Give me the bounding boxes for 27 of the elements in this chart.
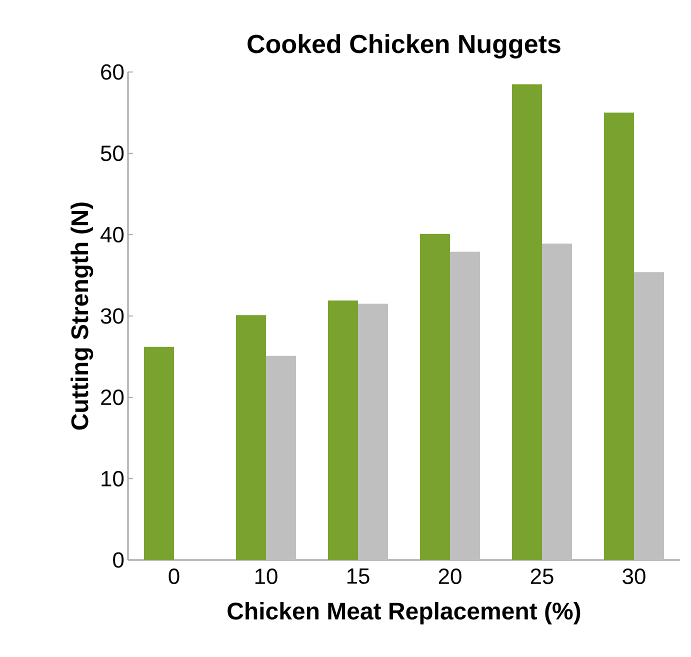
x-tick-label: 25 [530,568,554,584]
bar [420,234,450,560]
bar [236,315,266,560]
y-tick-label: 30 [100,308,124,324]
y-tick-label: 50 [100,146,124,162]
bar [512,84,542,560]
bar [144,346,174,560]
x-tick-label: 0 [168,568,180,584]
bar [542,244,572,560]
bar [450,252,480,560]
bar [634,272,664,560]
y-tick-label: 10 [102,470,124,486]
bar [328,300,358,560]
y-tick-label: 20 [101,390,124,406]
y-tick-label: 0 [113,552,124,568]
x-tick-label: 30 [622,568,646,584]
x-tick-label: 10 [255,568,278,584]
y-tick-label: 60 [101,64,124,80]
bar [266,356,296,560]
x-tick-label: 15 [347,568,370,584]
y-axis-title: Cutting Strength (N) [70,202,94,430]
x-axis-title: Chicken Meat Replacement (%) [228,602,580,624]
chart-title: Cooked Chicken Nuggets [248,34,560,58]
bar [604,112,634,560]
y-tick-label: 40 [100,226,124,242]
x-tick-label: 20 [438,568,462,584]
bar [358,304,388,560]
